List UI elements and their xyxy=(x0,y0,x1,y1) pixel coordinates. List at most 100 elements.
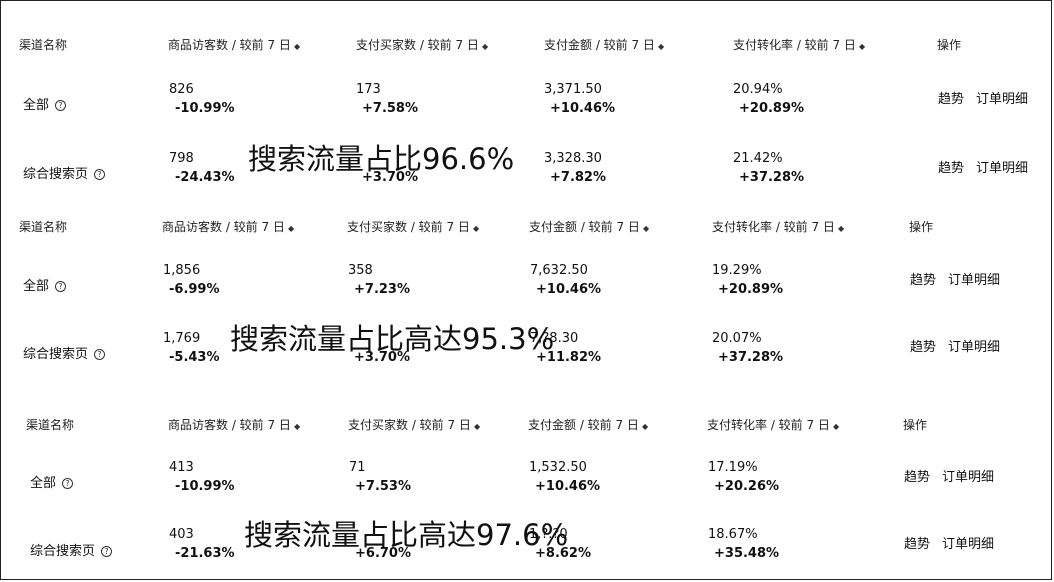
conversion-change: +37.28% xyxy=(718,350,784,365)
channel-name: 综合搜索页 xyxy=(23,167,89,182)
header-action: 操作 xyxy=(909,220,934,234)
buyers-value xyxy=(348,331,410,346)
header-buyers[interactable]: 支付买家数 / 较前 7 日 ◆ xyxy=(348,416,480,433)
amount-value: 3,328.30 xyxy=(544,151,602,166)
sort-icon[interactable]: ◆ xyxy=(287,224,295,233)
header-action: 操作 xyxy=(937,38,962,52)
trend-link[interactable]: 趋势 xyxy=(910,273,937,288)
trend-link[interactable]: 趋势 xyxy=(904,537,931,552)
trend-link[interactable]: 趋势 xyxy=(904,470,931,485)
header-channel: 渠道名称 xyxy=(19,220,68,234)
help-circle-icon[interactable]: ? xyxy=(55,281,67,292)
sort-icon[interactable]: ◆ xyxy=(657,42,665,51)
buyers-value xyxy=(356,151,418,166)
visitors-cell: 1,769 -5.43% xyxy=(163,331,220,365)
conversion-change: +20.26% xyxy=(714,479,780,494)
amount-change: +7.82% xyxy=(550,170,606,185)
trend-link[interactable]: 趋势 xyxy=(938,161,965,176)
help-circle-icon[interactable]: ? xyxy=(62,478,74,489)
header-buyers[interactable]: 支付买家数 / 较前 7 日 ◆ xyxy=(347,218,479,235)
header-visitors[interactable]: 商品访客数 / 较前 7 日 ◆ xyxy=(168,36,300,53)
order-detail-link[interactable]: 订单明细 xyxy=(948,273,1001,288)
header-amount[interactable]: 支付金额 / 较前 7 日 ◆ xyxy=(529,218,649,235)
header-amount[interactable]: 支付金额 / 较前 7 日 ◆ xyxy=(544,36,664,53)
conversion-change: +20.89% xyxy=(718,282,784,297)
help-circle-icon[interactable]: ? xyxy=(101,546,113,557)
channel-name: 综合搜索页 xyxy=(30,544,96,559)
conversion-value: 17.19% xyxy=(708,460,758,475)
conversion-cell: 20.07% +37.28% xyxy=(712,331,783,365)
header-conversion[interactable]: 支付转化率 / 较前 7 日 ◆ xyxy=(707,416,839,433)
sort-icon[interactable]: ◆ xyxy=(837,224,845,233)
visitors-value: 413 xyxy=(169,460,194,475)
amount-value: 1,?.?0 xyxy=(529,527,568,542)
channel-cell: 综合搜索页? xyxy=(23,343,106,362)
visitors-value: 403 xyxy=(169,527,194,542)
amount-cell: 3,328.30 +7.82% xyxy=(544,151,606,185)
trend-link[interactable]: 趋势 xyxy=(910,340,937,355)
amount-change: +10.46% xyxy=(535,479,601,494)
visitors-change: -5.43% xyxy=(169,350,220,365)
sort-icon[interactable]: ◆ xyxy=(473,422,481,431)
conversion-cell: 19.29% +20.89% xyxy=(712,263,783,297)
amount-cell: 7,?8.30 +11.82% xyxy=(530,331,601,365)
header-action: 操作 xyxy=(903,418,928,432)
order-detail-link[interactable]: 订单明细 xyxy=(976,161,1029,176)
visitors-change: -24.43% xyxy=(175,170,235,185)
help-circle-icon[interactable]: ? xyxy=(55,100,67,111)
conversion-change: +20.89% xyxy=(739,101,805,116)
header-conversion[interactable]: 支付转化率 / 较前 7 日 ◆ xyxy=(712,218,844,235)
header-visitors-label: 商品访客数 / 较前 7 日 xyxy=(168,38,291,52)
trend-link[interactable]: 趋势 xyxy=(938,92,965,107)
header-amount-label: 支付金额 / 较前 7 日 xyxy=(528,418,639,432)
header-buyers-label: 支付买家数 / 较前 7 日 xyxy=(348,418,471,432)
visitors-value: 1,856 xyxy=(163,263,201,278)
header-conversion[interactable]: 支付转化率 / 较前 7 日 ◆ xyxy=(733,36,865,53)
amount-change: +11.82% xyxy=(536,350,602,365)
amount-value: 3,371.50 xyxy=(544,82,602,97)
sort-icon[interactable]: ◆ xyxy=(481,42,489,51)
help-circle-icon[interactable]: ? xyxy=(94,169,106,180)
buyers-cell: 71 +7.53% xyxy=(349,460,411,494)
amount-cell: 7,632.50 +10.46% xyxy=(530,263,601,297)
visitors-change: -10.99% xyxy=(175,479,235,494)
channel-cell: 全部? xyxy=(23,275,67,294)
channel-cell: 全部? xyxy=(23,94,67,113)
header-visitors-label: 商品访客数 / 较前 7 日 xyxy=(162,220,285,234)
sort-icon[interactable]: ◆ xyxy=(642,224,650,233)
order-detail-link[interactable]: 订单明细 xyxy=(942,537,995,552)
conversion-change: +35.48% xyxy=(714,546,780,561)
order-detail-link[interactable]: 订单明细 xyxy=(976,92,1029,107)
sort-icon[interactable]: ◆ xyxy=(293,422,301,431)
conversion-cell: 18.67% +35.48% xyxy=(708,527,779,561)
header-buyers-label: 支付买家数 / 较前 7 日 xyxy=(347,220,470,234)
channel-cell: 综合搜索页? xyxy=(30,540,113,559)
sort-icon[interactable]: ◆ xyxy=(832,422,840,431)
order-detail-link[interactable]: 订单明细 xyxy=(942,470,995,485)
sort-icon[interactable]: ◆ xyxy=(472,224,480,233)
sort-icon[interactable]: ◆ xyxy=(858,42,866,51)
header-amount-label: 支付金额 / 较前 7 日 xyxy=(544,38,655,52)
action-cell: 趋势 订单明细 xyxy=(910,269,1012,288)
sort-icon[interactable]: ◆ xyxy=(641,422,649,431)
buyers-change: +6.70% xyxy=(355,546,411,561)
header-channel: 渠道名称 xyxy=(26,418,75,432)
conversion-change: +37.28% xyxy=(739,170,805,185)
header-visitors[interactable]: 商品访客数 / 较前 7 日 ◆ xyxy=(162,218,294,235)
sort-icon[interactable]: ◆ xyxy=(293,42,301,51)
visitors-value: 798 xyxy=(169,151,194,166)
header-buyers-label: 支付买家数 / 较前 7 日 xyxy=(356,38,479,52)
help-circle-icon[interactable]: ? xyxy=(94,349,106,360)
amount-value: 1,532.50 xyxy=(529,460,587,475)
conversion-value: 21.42% xyxy=(733,151,783,166)
header-buyers[interactable]: 支付买家数 / 较前 7 日 ◆ xyxy=(356,36,488,53)
order-detail-link[interactable]: 订单明细 xyxy=(948,340,1001,355)
action-cell: 趋势 订单明细 xyxy=(938,88,1040,107)
visitors-cell: 413 -10.99% xyxy=(169,460,235,494)
buyers-value: 173 xyxy=(356,82,381,97)
visitors-value: 826 xyxy=(169,82,194,97)
header-visitors[interactable]: 商品访客数 / 较前 7 日 ◆ xyxy=(168,416,300,433)
conversion-value: 18.67% xyxy=(708,527,758,542)
header-amount[interactable]: 支付金额 / 较前 7 日 ◆ xyxy=(528,416,648,433)
